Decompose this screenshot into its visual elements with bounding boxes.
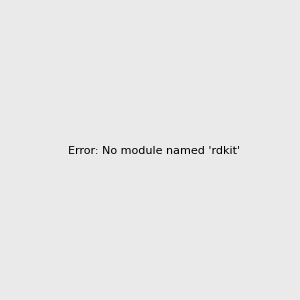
Text: Error: No module named 'rdkit': Error: No module named 'rdkit' [68, 146, 240, 157]
